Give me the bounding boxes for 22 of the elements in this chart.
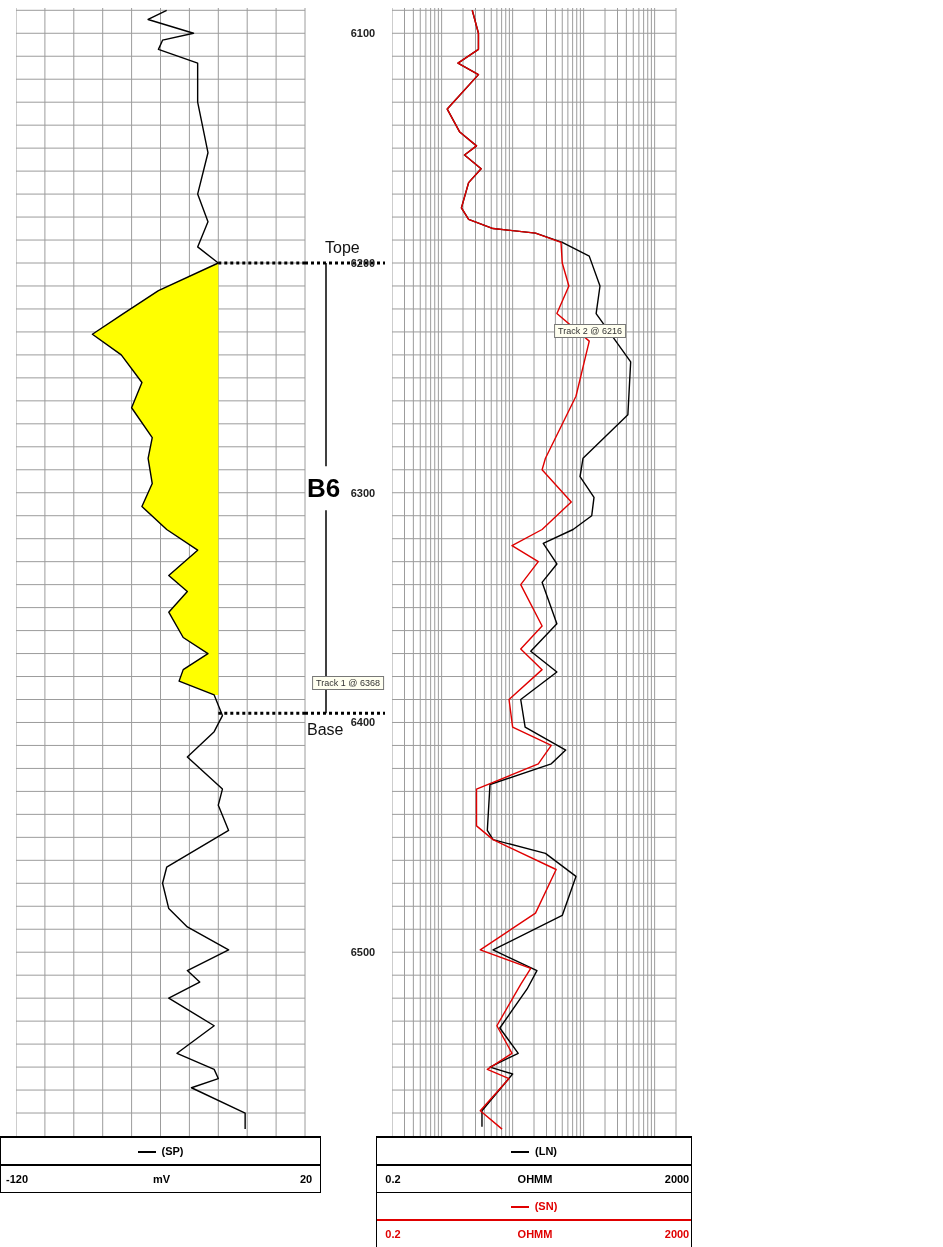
- legend-label: (SP): [1, 1138, 320, 1166]
- text: Track 1 @ 6368: [312, 676, 384, 690]
- x-tick-label: 0.2: [385, 1172, 401, 1187]
- x-axis-title: mV: [152, 1172, 171, 1187]
- text: B6: [307, 473, 341, 504]
- y-tick-label: 6200: [350, 257, 376, 270]
- ref-line-label: Base: [307, 721, 344, 739]
- x-tick-label: 2000: [664, 1172, 690, 1187]
- annotation: Track 2 @ 6216: [554, 324, 626, 338]
- y-tick-label: 6400: [350, 716, 376, 729]
- x2-tick-label: 0.2: [385, 1227, 401, 1242]
- x-axis-title: OHMM: [517, 1172, 553, 1187]
- y-tick-label: 6300: [350, 486, 376, 499]
- legend-label: (LN): [377, 1138, 691, 1166]
- ref-line-label: Tope: [325, 239, 360, 257]
- legend-label: (SN): [377, 1193, 691, 1221]
- x2-axis-title: OHMM: [517, 1227, 553, 1242]
- x-tick-label: -120: [5, 1172, 29, 1187]
- y-tick-label: 6100: [350, 27, 376, 40]
- x-tick-label: 20: [299, 1172, 313, 1187]
- x2-tick-label: 2000: [664, 1227, 690, 1242]
- y-tick-label: 6500: [350, 946, 376, 959]
